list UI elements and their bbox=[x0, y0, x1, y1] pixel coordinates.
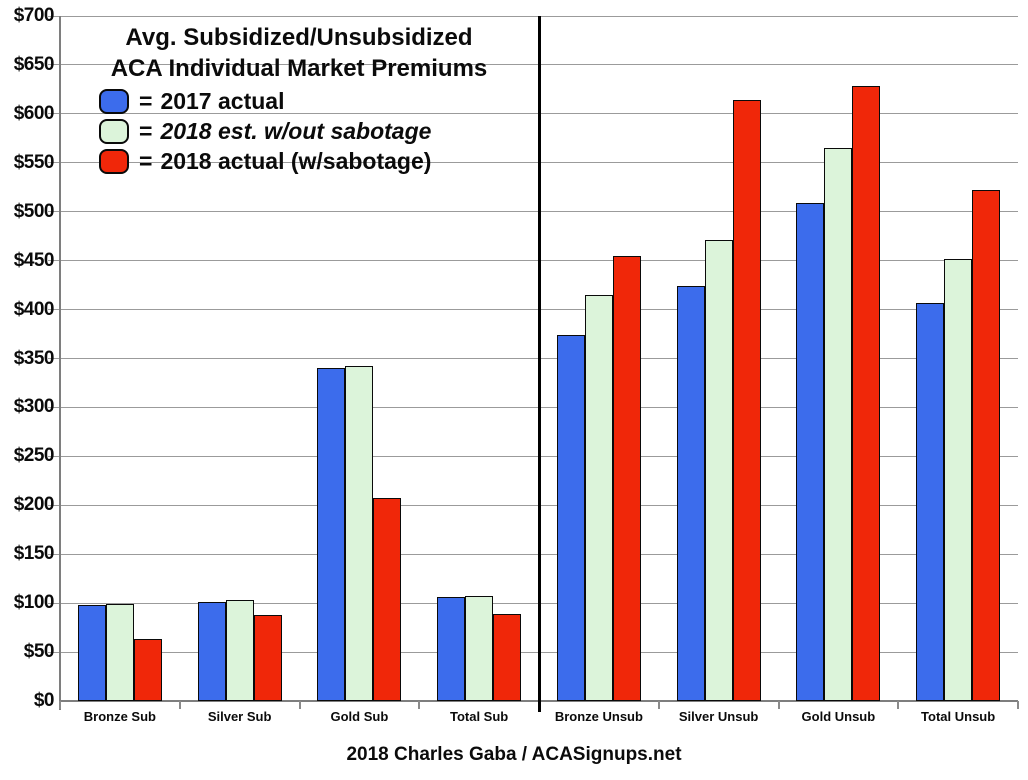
y-axis-line bbox=[59, 16, 61, 710]
y-axis-label-450: $450 bbox=[13, 249, 55, 271]
bar-bronze-sub-series-0 bbox=[77, 605, 106, 701]
x-axis-tick bbox=[657, 701, 660, 709]
gridline-250 bbox=[48, 455, 1018, 457]
bar-total-sub-series-2 bbox=[493, 613, 522, 701]
gridline-450 bbox=[48, 260, 1018, 262]
x-axis-label-silver-sub: Silver Sub bbox=[207, 709, 272, 724]
y-axis-label-350: $350 bbox=[13, 347, 55, 369]
chart-title-line-1: Avg. Subsidized/Unsubsidized bbox=[125, 24, 473, 51]
gridline-700 bbox=[48, 15, 1018, 17]
legend-label-2018-est: 2018 est. w/out sabotage bbox=[160, 117, 432, 144]
x-axis-label-total-sub: Total Sub bbox=[449, 709, 509, 724]
gridline-200 bbox=[48, 504, 1018, 506]
bar-gold-unsub-series-0 bbox=[796, 202, 825, 701]
y-axis-label-700: $700 bbox=[13, 5, 55, 26]
legend: = 2017 actual = 2018 est. w/out sabotage… bbox=[99, 86, 431, 176]
bar-total-sub-series-1 bbox=[465, 596, 494, 701]
legend-swatch-2018-est bbox=[99, 118, 129, 144]
x-axis-tick bbox=[59, 701, 61, 709]
x-axis-label-silver-unsub: Silver Unsub bbox=[678, 709, 759, 724]
gridline-300 bbox=[48, 406, 1018, 408]
bar-gold-unsub-series-2 bbox=[852, 86, 881, 701]
legend-row-2018-est: = 2018 est. w/out sabotage bbox=[99, 116, 431, 146]
gridline-400 bbox=[48, 309, 1018, 311]
legend-equals-sign: = bbox=[139, 87, 153, 114]
bar-gold-sub-series-2 bbox=[373, 498, 402, 701]
x-axis-label-gold-unsub: Gold Unsub bbox=[801, 709, 876, 724]
chart-title: Avg. Subsidized/Unsubsidized ACA Individ… bbox=[60, 22, 538, 84]
x-axis-tick bbox=[298, 701, 301, 709]
bar-gold-unsub-series-1 bbox=[824, 148, 853, 701]
chart-title-line-2: ACA Individual Market Premiums bbox=[110, 55, 488, 82]
bar-gold-sub-series-0 bbox=[317, 368, 346, 701]
y-axis-label-400: $400 bbox=[13, 298, 55, 320]
y-axis-label-0: $0 bbox=[33, 690, 55, 711]
legend-label-2017-actual: 2017 actual bbox=[160, 87, 285, 114]
x-axis-tick bbox=[1017, 701, 1019, 709]
gridline-100 bbox=[48, 602, 1018, 604]
y-axis-label-550: $550 bbox=[13, 151, 55, 173]
bar-bronze-sub-series-1 bbox=[105, 604, 134, 701]
x-axis-tick bbox=[777, 701, 780, 709]
bar-silver-unsub-series-0 bbox=[676, 286, 705, 701]
legend-swatch-2018-actual bbox=[99, 148, 129, 174]
y-axis-label-650: $650 bbox=[13, 53, 55, 75]
y-axis-label-50: $50 bbox=[23, 641, 55, 663]
legend-equals-sign: = bbox=[139, 147, 153, 174]
gridline-500 bbox=[48, 211, 1018, 213]
y-axis-label-600: $600 bbox=[13, 102, 55, 124]
y-axis-label-500: $500 bbox=[13, 200, 55, 222]
gridline-550 bbox=[48, 162, 1018, 164]
x-axis-tick bbox=[178, 701, 181, 709]
gridline-650 bbox=[48, 64, 1018, 66]
gridline-600 bbox=[48, 113, 1018, 115]
bar-total-unsub-series-1 bbox=[944, 258, 973, 701]
legend-equals-sign: = bbox=[139, 117, 153, 144]
legend-row-2018-actual: = 2018 actual (w/sabotage) bbox=[99, 146, 431, 176]
legend-label-2018-actual: 2018 actual (w/sabotage) bbox=[160, 147, 432, 174]
bar-silver-unsub-series-1 bbox=[704, 240, 733, 701]
y-axis-label-100: $100 bbox=[13, 592, 55, 614]
gridline-50 bbox=[48, 651, 1018, 653]
bar-gold-sub-series-1 bbox=[345, 366, 374, 701]
gridline-150 bbox=[48, 553, 1018, 555]
bar-silver-sub-series-2 bbox=[253, 614, 282, 701]
bar-silver-sub-series-0 bbox=[197, 602, 226, 701]
sub-unsub-divider-line bbox=[537, 16, 541, 712]
y-axis-label-200: $200 bbox=[13, 494, 55, 516]
bar-bronze-unsub-series-2 bbox=[612, 255, 641, 701]
bar-bronze-unsub-series-1 bbox=[584, 294, 613, 701]
bar-total-unsub-series-2 bbox=[972, 190, 1001, 701]
legend-row-2017-actual: = 2017 actual bbox=[99, 86, 431, 116]
bar-bronze-sub-series-2 bbox=[133, 639, 162, 701]
x-axis-tick bbox=[897, 701, 900, 709]
y-axis-label-300: $300 bbox=[13, 396, 55, 418]
y-axis-label-250: $250 bbox=[13, 445, 55, 467]
bar-silver-unsub-series-2 bbox=[732, 100, 761, 701]
legend-swatch-2017-actual bbox=[99, 88, 129, 114]
y-axis-label-150: $150 bbox=[13, 543, 55, 565]
x-axis-tick bbox=[418, 701, 421, 709]
bar-total-unsub-series-0 bbox=[916, 302, 945, 701]
x-axis-label-bronze-sub: Bronze Sub bbox=[83, 709, 156, 724]
x-axis-label-gold-sub: Gold Sub bbox=[330, 709, 389, 724]
x-axis-label-total-unsub: Total Unsub bbox=[921, 709, 996, 724]
bar-total-sub-series-0 bbox=[437, 597, 466, 701]
x-axis-label-bronze-unsub: Bronze Unsub bbox=[554, 709, 643, 724]
gridline-350 bbox=[48, 358, 1018, 359]
bar-bronze-unsub-series-0 bbox=[556, 335, 585, 701]
bar-silver-sub-series-1 bbox=[225, 600, 254, 701]
chart-caption: 2018 Charles Gaba / ACASignups.net bbox=[346, 744, 682, 765]
